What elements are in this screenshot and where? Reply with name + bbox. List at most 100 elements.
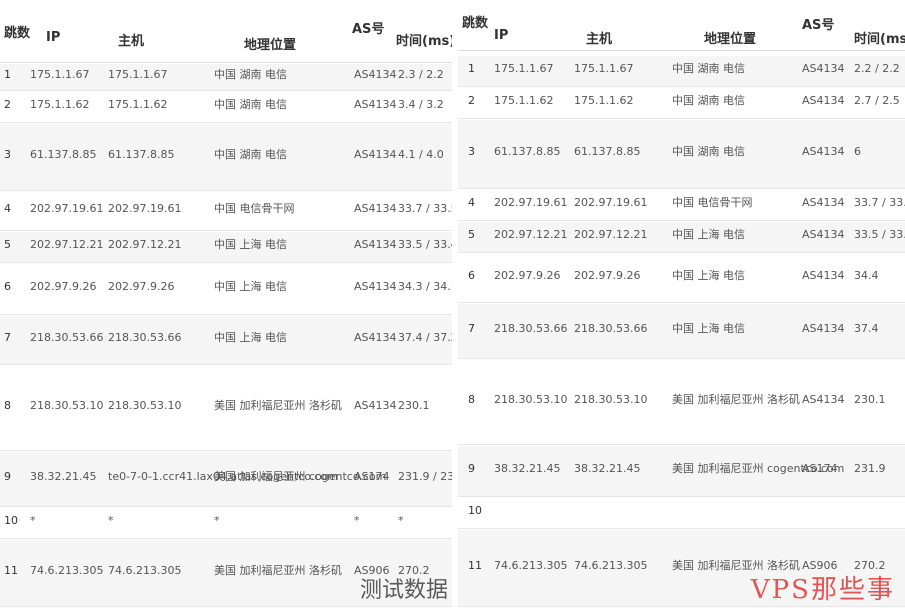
cell-asn: AS4134 bbox=[354, 280, 397, 293]
cell-hop: 4 bbox=[4, 202, 11, 215]
cell-hop: 8 bbox=[468, 393, 475, 406]
cell-ip: * bbox=[30, 514, 36, 527]
cell-host: 175.1.1.62 bbox=[574, 94, 634, 107]
cell-rtt: 230.1 bbox=[398, 399, 430, 412]
cell-rtt: 270.2 bbox=[854, 559, 886, 572]
cell-host: 74.6.213.305 bbox=[574, 559, 648, 572]
cell-rtt: 33.7 / 33.5 bbox=[398, 202, 452, 215]
cell-rtt: 34.3 / 34.1 bbox=[398, 280, 452, 293]
header-host: 主机 bbox=[118, 34, 145, 49]
header-rtt: 时间(ms) bbox=[854, 32, 905, 47]
cell-asn: AS4134 bbox=[354, 399, 397, 412]
cell-geo: 中国 湖南 电信 bbox=[672, 145, 745, 158]
cell-asn: * bbox=[354, 514, 360, 527]
table-row: 5 202.97.12.21 202.97.12.21 中国 上海 电信 AS4134 3… bbox=[458, 222, 905, 253]
table-row: 2 175.1.1.62 175.1.1.62 中国 湖南 电信 AS4134 3.4 /… bbox=[0, 92, 452, 123]
cell-asn: AS906 bbox=[354, 564, 390, 577]
cell-host: 175.1.1.67 bbox=[574, 62, 634, 75]
table-row: 7 218.30.53.66 218.30.53.66 中国 上海 电信 AS4134 3… bbox=[0, 316, 452, 365]
cell-rtt: 2.3 / 2.2 bbox=[398, 68, 444, 81]
cell-hop: 2 bbox=[468, 94, 475, 107]
cell-rtt: 6 bbox=[854, 145, 861, 158]
table-row: 7 218.30.53.66 218.30.53.66 中国 上海 电信 AS4134 3… bbox=[458, 304, 905, 359]
cell-hop: 11 bbox=[468, 559, 482, 572]
table-row: 9 38.32.21.45 te0-7-0-1.ccr41.lax04.atlas.… bbox=[0, 452, 452, 507]
cell-ip: 175.1.1.62 bbox=[30, 98, 90, 111]
cell-hop: 3 bbox=[4, 148, 11, 161]
cell-hop: 9 bbox=[4, 470, 11, 483]
cell-ip: 61.137.8.85 bbox=[494, 145, 561, 158]
cell-geo: 中国 上海 电信 bbox=[214, 331, 287, 344]
table-row: 8 218.30.53.10 218.30.53.10 美国 加利福尼亚州 洛杉矶 AS… bbox=[0, 366, 452, 451]
table-row: 4 202.97.19.61 202.97.19.61 中国 电信骨干网 AS4134 3… bbox=[458, 190, 905, 221]
cell-ip: 74.6.213.305 bbox=[494, 559, 568, 572]
cell-host: 38.32.21.45 bbox=[574, 462, 641, 475]
cell-rtt: * bbox=[398, 514, 404, 527]
header-host: 主机 bbox=[586, 32, 613, 47]
cell-geo: 美国 加利福尼亚州 cogentco.com bbox=[672, 462, 845, 475]
cell-host: 218.30.53.10 bbox=[108, 399, 182, 412]
cell-ip: 202.97.9.26 bbox=[494, 269, 561, 282]
cell-asn: AS4134 bbox=[802, 269, 845, 282]
header-geo: 地理位置 bbox=[704, 32, 757, 47]
traceroute-table-right: 跳数 IP 主机 地理位置 AS号 时间(ms) 1 175.1.1.67 175.… bbox=[458, 0, 905, 608]
cell-asn: AS4134 bbox=[354, 331, 397, 344]
cell-rtt: 2.7 / 2.5 bbox=[854, 94, 900, 107]
table-row: 9 38.32.21.45 38.32.21.45 美国 加利福尼亚州 cogentc… bbox=[458, 446, 905, 497]
cell-asn: AS4134 bbox=[802, 228, 845, 241]
cell-ip: 175.1.1.67 bbox=[494, 62, 554, 75]
table-row: 3 61.137.8.85 61.137.8.85 中国 湖南 电信 AS4134 4.1… bbox=[0, 124, 452, 191]
cell-geo: 中国 湖南 电信 bbox=[672, 94, 745, 107]
header-asn: AS号 bbox=[352, 22, 385, 37]
cell-hop: 2 bbox=[4, 98, 11, 111]
table-header: 跳数 IP 主机 地理位置 AS号 时间(ms) bbox=[458, 0, 905, 51]
cell-asn: AS4134 bbox=[354, 148, 397, 161]
header-asn: AS号 bbox=[802, 18, 835, 33]
cell-host: 218.30.53.66 bbox=[108, 331, 182, 344]
cell-hop: 7 bbox=[468, 322, 475, 335]
cell-host: 202.97.9.26 bbox=[574, 269, 641, 282]
traceroute-table-left: 跳数 IP 主机 地理位置 AS号 时间(ms) 1 175.1.1.67 175.… bbox=[0, 0, 452, 608]
watermark-left: 测试数据 bbox=[360, 578, 449, 603]
cell-asn: AS4134 bbox=[802, 94, 845, 107]
cell-asn: AS4134 bbox=[802, 196, 845, 209]
header-rtt: 时间(ms) bbox=[396, 34, 452, 49]
cell-rtt: 37.4 bbox=[854, 322, 879, 335]
cell-ip: 202.97.12.21 bbox=[494, 228, 568, 241]
cell-rtt: 37.4 / 37.2 bbox=[398, 331, 452, 344]
cell-host: 175.1.1.62 bbox=[108, 98, 168, 111]
table-row: 1 175.1.1.67 175.1.1.67 中国 湖南 电信 AS4134 2.3 /… bbox=[0, 64, 452, 91]
table-row: 5 202.97.12.21 202.97.12.21 中国 上海 电信 AS4134 3… bbox=[0, 232, 452, 263]
cell-ip: 175.1.1.67 bbox=[30, 68, 90, 81]
cell-rtt: 34.4 bbox=[854, 269, 879, 282]
cell-rtt: 33.7 / 33.2 bbox=[854, 196, 905, 209]
cell-ip: 74.6.213.305 bbox=[30, 564, 104, 577]
cell-host: 202.97.19.61 bbox=[108, 202, 182, 215]
header-hop: 跳数 bbox=[4, 26, 31, 41]
header-ip: IP bbox=[494, 28, 509, 43]
cell-rtt: 231.9 bbox=[854, 462, 886, 475]
cell-host: te0-7-0-1.ccr41.lax04.atlas.cogentco.com bbox=[108, 470, 338, 483]
cell-host: 202.97.9.26 bbox=[108, 280, 175, 293]
table-row: 10 bbox=[458, 498, 905, 529]
cell-host: 175.1.1.67 bbox=[108, 68, 168, 81]
cell-hop: 8 bbox=[4, 399, 11, 412]
cell-geo: * bbox=[214, 514, 220, 527]
cell-asn: AS4134 bbox=[802, 145, 845, 158]
cell-host: 61.137.8.85 bbox=[108, 148, 175, 161]
cell-ip: 218.30.53.10 bbox=[494, 393, 568, 406]
cell-hop: 5 bbox=[468, 228, 475, 241]
cell-geo: 美国 加利福尼亚州 洛杉矶 bbox=[672, 559, 800, 572]
cell-rtt: 33.5 / 33.4 bbox=[854, 228, 905, 241]
cell-rtt: 3.4 / 3.2 bbox=[398, 98, 444, 111]
table-row: 6 202.97.9.26 202.97.9.26 中国 上海 电信 AS4134 34.… bbox=[0, 264, 452, 315]
cell-ip: 202.97.12.21 bbox=[30, 238, 104, 251]
cell-host: 218.30.53.66 bbox=[574, 322, 648, 335]
cell-rtt: 270.2 bbox=[398, 564, 430, 577]
cell-ip: 202.97.9.26 bbox=[30, 280, 97, 293]
cell-ip: 218.30.53.10 bbox=[30, 399, 104, 412]
table-row: 6 202.97.9.26 202.97.9.26 中国 上海 电信 AS4134 34.… bbox=[458, 254, 905, 303]
cell-geo: 美国 加利福尼亚州 洛杉矶 bbox=[214, 399, 342, 412]
cell-hop: 11 bbox=[4, 564, 18, 577]
table-row: 11 74.6.213.305 74.6.213.305 美国 加利福尼亚州 洛杉矶 A… bbox=[458, 530, 905, 607]
